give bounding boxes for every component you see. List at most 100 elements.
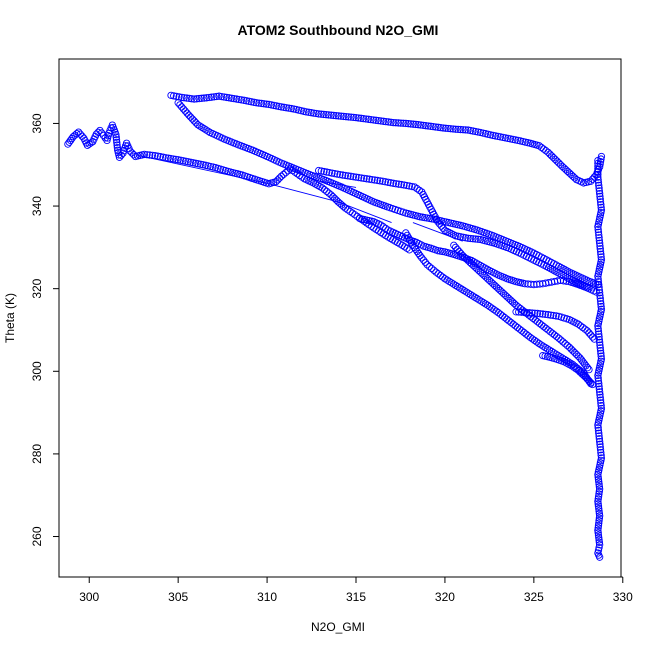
data-point xyxy=(262,100,271,108)
data-point xyxy=(596,291,604,300)
data-point xyxy=(113,138,121,147)
data-point xyxy=(189,159,197,167)
data-point xyxy=(594,502,603,510)
data-point xyxy=(282,168,290,177)
data-point xyxy=(597,402,605,410)
data-point xyxy=(455,247,463,256)
data-point xyxy=(595,234,603,242)
data-point xyxy=(419,121,427,129)
data-point xyxy=(66,136,75,145)
data-point xyxy=(362,115,370,123)
data-point xyxy=(595,283,603,291)
data-point xyxy=(596,247,605,256)
data-point xyxy=(596,541,604,549)
data-point xyxy=(597,399,605,407)
data-point xyxy=(596,512,604,520)
data-point xyxy=(594,176,602,184)
data-point xyxy=(113,144,122,152)
data-point xyxy=(176,156,185,164)
data-point xyxy=(320,185,329,194)
data-point xyxy=(204,127,212,135)
data-point xyxy=(596,341,604,349)
data-point xyxy=(242,97,251,105)
data-point xyxy=(595,330,603,338)
data-point xyxy=(466,126,475,135)
series-line-segment xyxy=(266,182,339,203)
data-point xyxy=(595,538,604,547)
data-point xyxy=(328,169,336,177)
data-point xyxy=(595,181,603,190)
data-point xyxy=(344,172,352,180)
data-point xyxy=(595,435,604,443)
data-point xyxy=(377,117,385,125)
data-point xyxy=(449,125,457,133)
data-point xyxy=(595,335,604,344)
data-point xyxy=(583,284,591,292)
data-point xyxy=(597,152,606,161)
data-point xyxy=(588,333,597,341)
data-point xyxy=(523,308,531,317)
data-point xyxy=(355,173,363,182)
data-point xyxy=(555,334,563,342)
data-point xyxy=(499,133,507,142)
data-point xyxy=(594,272,602,280)
data-point xyxy=(374,116,383,125)
data-point xyxy=(332,112,340,120)
data-point xyxy=(65,138,73,146)
data-point xyxy=(373,176,381,185)
data-point xyxy=(364,115,373,123)
data-point xyxy=(595,333,603,341)
data-point xyxy=(427,264,436,273)
data-point xyxy=(112,136,121,144)
data-point xyxy=(112,133,120,141)
data-point xyxy=(419,256,428,264)
data-point xyxy=(509,135,517,144)
data-point xyxy=(451,243,460,252)
data-point xyxy=(162,154,170,162)
data-point xyxy=(594,524,602,532)
data-point xyxy=(174,156,182,164)
data-point xyxy=(595,533,603,542)
data-point xyxy=(112,130,120,139)
data-point xyxy=(427,122,435,130)
data-point xyxy=(544,326,552,334)
data-point xyxy=(597,352,605,360)
data-point xyxy=(250,98,258,106)
data-point xyxy=(594,225,602,234)
data-point xyxy=(596,294,604,302)
data-point xyxy=(585,329,593,337)
data-point xyxy=(466,234,475,243)
data-point xyxy=(595,519,603,527)
data-point xyxy=(553,277,562,285)
data-point xyxy=(439,124,447,132)
data-point xyxy=(318,184,326,192)
data-point xyxy=(594,374,602,382)
y-tick-label: 360 xyxy=(30,113,44,133)
data-point xyxy=(594,167,602,176)
data-point xyxy=(421,213,429,222)
data-point xyxy=(535,319,544,328)
data-point xyxy=(397,119,405,127)
data-point xyxy=(320,167,328,176)
data-point xyxy=(429,123,437,131)
data-point xyxy=(567,345,575,353)
data-point xyxy=(367,115,375,124)
data-point xyxy=(594,165,602,173)
data-point xyxy=(174,99,182,107)
data-point xyxy=(587,378,595,387)
data-point xyxy=(178,103,186,111)
data-point xyxy=(548,329,557,337)
data-point xyxy=(197,94,206,102)
data-point xyxy=(520,328,528,337)
data-point xyxy=(504,134,512,143)
data-point xyxy=(184,158,192,166)
data-point xyxy=(594,278,603,286)
data-point xyxy=(596,393,604,402)
data-point xyxy=(414,121,422,129)
data-point xyxy=(179,157,187,165)
data-point xyxy=(595,429,603,437)
data-point xyxy=(397,180,406,189)
data-point xyxy=(232,95,241,103)
data-point xyxy=(547,152,556,160)
data-point xyxy=(595,187,604,195)
